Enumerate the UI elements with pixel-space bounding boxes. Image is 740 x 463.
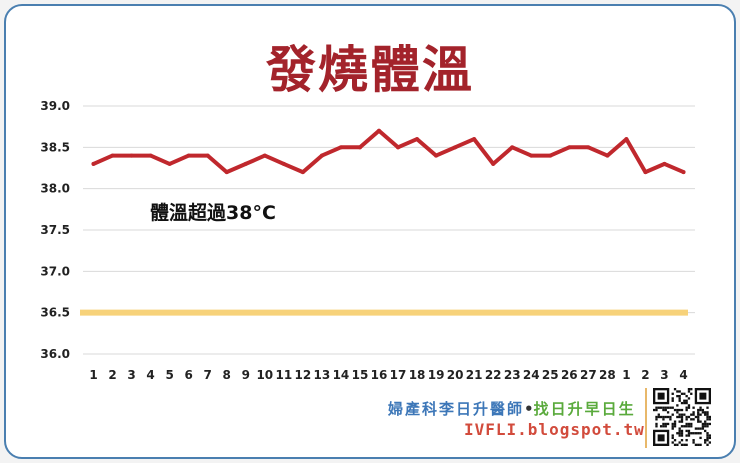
- data-point: [396, 145, 401, 150]
- x-tick-label: 2: [641, 368, 649, 382]
- y-tick-label: 38.5: [40, 140, 70, 154]
- x-tick-label: 12: [295, 368, 312, 382]
- data-point: [510, 145, 515, 150]
- x-tick-label: 20: [447, 368, 464, 382]
- x-tick-label: 17: [390, 368, 407, 382]
- credit-divider: [645, 388, 647, 448]
- data-point: [224, 170, 229, 175]
- x-tick-label: 1: [89, 368, 97, 382]
- x-tick-label: 23: [504, 368, 521, 382]
- x-tick-label: 4: [679, 368, 687, 382]
- x-tick-label: 19: [428, 368, 445, 382]
- data-point: [376, 128, 381, 133]
- x-tick-label: 11: [275, 368, 292, 382]
- x-tick-label: 9: [242, 368, 250, 382]
- data-point: [605, 153, 610, 158]
- x-tick-label: 14: [333, 368, 350, 382]
- data-point: [586, 145, 591, 150]
- x-tick-label: 13: [314, 368, 331, 382]
- x-tick-label: 18: [409, 368, 426, 382]
- x-tick-label: 21: [466, 368, 483, 382]
- chart-frame: [4, 4, 736, 459]
- data-point: [338, 145, 343, 150]
- x-tick-label: 1: [622, 368, 630, 382]
- x-tick-label: 6: [184, 368, 192, 382]
- y-tick-label: 36.0: [40, 347, 70, 361]
- x-tick-label: 4: [146, 368, 154, 382]
- chart-title: 發燒體溫: [266, 40, 474, 99]
- data-point: [548, 153, 553, 158]
- x-tick-label: 27: [580, 368, 597, 382]
- data-point: [110, 153, 115, 158]
- data-point: [205, 153, 210, 158]
- data-point: [167, 161, 172, 166]
- data-point: [453, 145, 458, 150]
- data-point: [415, 137, 420, 142]
- credit-name-part1: 婦產科李日升醫師: [388, 400, 525, 418]
- x-tick-label: 10: [256, 368, 273, 382]
- data-point: [529, 153, 534, 158]
- data-point: [319, 153, 324, 158]
- x-tick-label: 28: [599, 368, 616, 382]
- x-tick-label: 25: [542, 368, 559, 382]
- x-tick-label: 7: [204, 368, 212, 382]
- x-tick-label: 24: [523, 368, 540, 382]
- qr-code-icon: [653, 388, 711, 446]
- series-line: [91, 128, 686, 175]
- data-point: [148, 153, 153, 158]
- x-tick-label: 2: [108, 368, 116, 382]
- data-point: [472, 137, 477, 142]
- y-tick-label: 38.0: [40, 182, 70, 196]
- data-point: [681, 170, 686, 175]
- data-point: [91, 161, 96, 166]
- data-point: [624, 137, 629, 142]
- credit-name-part2: 找日升早日生: [533, 400, 636, 418]
- y-tick-label: 37.0: [40, 264, 70, 278]
- x-tick-label: 15: [352, 368, 369, 382]
- data-point: [186, 153, 191, 158]
- data-point: [243, 161, 248, 166]
- chart-annotation: 體溫超過38°C: [150, 202, 276, 224]
- x-tick-label: 3: [127, 368, 135, 382]
- x-tick-label: 8: [223, 368, 231, 382]
- y-tick-label: 39.0: [40, 99, 70, 113]
- x-tick-label: 3: [660, 368, 668, 382]
- credit-separator: •: [524, 400, 534, 418]
- data-point: [662, 161, 667, 166]
- data-point: [262, 153, 267, 158]
- credit-name: 婦產科李日升醫師•找日升早日生: [388, 398, 636, 419]
- data-point: [300, 170, 305, 175]
- y-tick-label: 36.5: [40, 306, 70, 320]
- y-tick-label: 37.5: [40, 223, 70, 237]
- data-point: [357, 145, 362, 150]
- x-tick-label: 26: [561, 368, 578, 382]
- x-tick-label: 5: [165, 368, 173, 382]
- data-point: [129, 153, 134, 158]
- data-point: [643, 170, 648, 175]
- data-point: [491, 161, 496, 166]
- x-tick-label: 16: [371, 368, 388, 382]
- data-point: [281, 161, 286, 166]
- x-tick-label: 22: [485, 368, 502, 382]
- data-point: [567, 145, 572, 150]
- credit-url: IVFLI.blogspot.tw: [464, 420, 645, 439]
- data-point: [434, 153, 439, 158]
